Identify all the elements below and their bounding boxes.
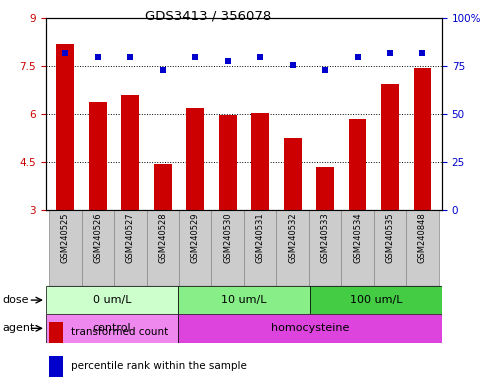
Point xyxy=(321,67,329,73)
Text: 0 um/L: 0 um/L xyxy=(93,295,131,305)
Bar xyxy=(219,115,237,210)
Text: GDS3413 / 356078: GDS3413 / 356078 xyxy=(144,10,271,23)
Bar xyxy=(316,167,334,210)
Bar xyxy=(179,210,212,286)
Text: GSM240527: GSM240527 xyxy=(126,213,135,263)
Text: GSM240530: GSM240530 xyxy=(223,213,232,263)
Text: GSM240534: GSM240534 xyxy=(353,213,362,263)
Bar xyxy=(341,210,374,286)
Bar xyxy=(154,164,171,210)
Point xyxy=(354,54,361,60)
Point xyxy=(191,54,199,60)
Bar xyxy=(276,210,309,286)
Text: control: control xyxy=(93,323,131,333)
Text: GSM240533: GSM240533 xyxy=(321,213,329,263)
Point xyxy=(94,54,102,60)
Bar xyxy=(89,102,107,210)
Point xyxy=(224,58,231,64)
Bar xyxy=(146,210,179,286)
Bar xyxy=(82,210,114,286)
Bar xyxy=(212,210,244,286)
Text: GSM240531: GSM240531 xyxy=(256,213,265,263)
Point xyxy=(289,61,297,68)
Bar xyxy=(57,44,74,210)
Bar xyxy=(406,210,439,286)
Bar xyxy=(121,95,139,210)
Point xyxy=(61,50,69,56)
Text: GSM240529: GSM240529 xyxy=(191,213,199,263)
Text: dose: dose xyxy=(2,295,29,305)
Text: percentile rank within the sample: percentile rank within the sample xyxy=(71,361,247,371)
Point xyxy=(419,50,426,56)
Text: homocysteine: homocysteine xyxy=(271,323,349,333)
Text: GSM240535: GSM240535 xyxy=(385,213,395,263)
Bar xyxy=(310,286,442,314)
Text: agent: agent xyxy=(2,323,35,333)
Bar xyxy=(349,119,367,210)
Bar xyxy=(413,68,431,210)
Bar xyxy=(244,210,276,286)
Point xyxy=(386,50,394,56)
Text: GSM240532: GSM240532 xyxy=(288,213,297,263)
Point xyxy=(127,54,134,60)
Bar xyxy=(46,314,178,343)
Text: 10 um/L: 10 um/L xyxy=(221,295,267,305)
Bar xyxy=(381,84,399,210)
Bar xyxy=(284,139,301,210)
Bar xyxy=(251,113,269,210)
Text: GSM240526: GSM240526 xyxy=(93,213,102,263)
Bar xyxy=(46,286,178,314)
Bar xyxy=(49,210,82,286)
Point xyxy=(256,54,264,60)
Text: GSM240525: GSM240525 xyxy=(61,213,70,263)
Bar xyxy=(114,210,146,286)
Point xyxy=(159,67,167,73)
Bar xyxy=(309,210,341,286)
Bar xyxy=(49,322,62,343)
Text: GSM240528: GSM240528 xyxy=(158,213,167,263)
Text: 100 um/L: 100 um/L xyxy=(350,295,402,305)
Bar xyxy=(374,210,406,286)
Bar xyxy=(178,314,442,343)
Text: transformed count: transformed count xyxy=(71,328,168,338)
Bar xyxy=(186,108,204,210)
Bar xyxy=(178,286,310,314)
Bar xyxy=(49,356,62,377)
Text: GSM240848: GSM240848 xyxy=(418,213,427,263)
